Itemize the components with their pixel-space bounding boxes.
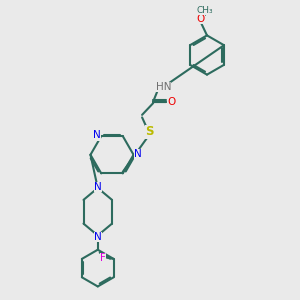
Text: F: F: [100, 253, 106, 262]
Text: N: N: [94, 232, 102, 242]
Text: N: N: [94, 182, 102, 192]
Text: HN: HN: [156, 82, 171, 92]
Text: CH₃: CH₃: [197, 6, 213, 15]
Text: S: S: [145, 125, 153, 139]
Text: O: O: [167, 97, 175, 106]
Text: N: N: [134, 149, 142, 159]
Text: N: N: [93, 130, 101, 140]
Text: O: O: [196, 14, 205, 24]
